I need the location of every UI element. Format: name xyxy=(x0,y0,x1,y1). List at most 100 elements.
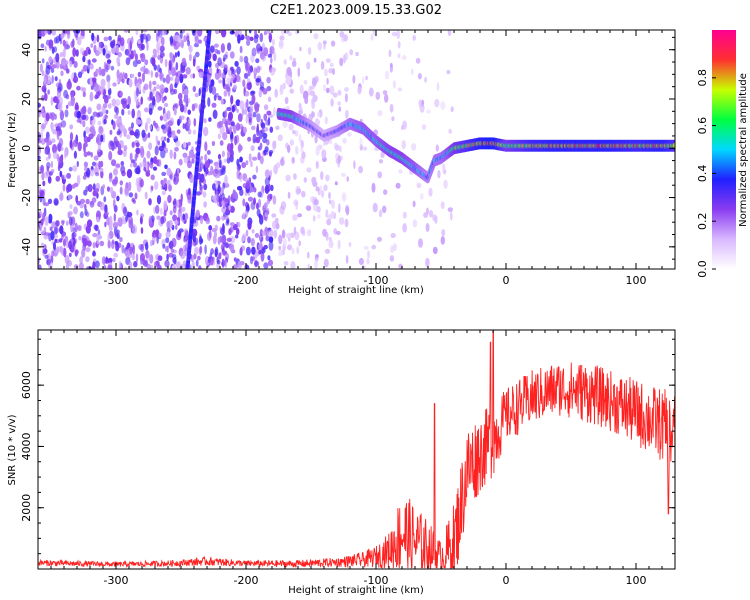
spectrogram-speckle xyxy=(169,35,174,45)
spectrogram-speckle xyxy=(76,118,82,123)
spectrogram-speckle xyxy=(384,93,389,103)
spectrogram-speckle xyxy=(99,201,105,211)
spectrogram-speckle xyxy=(440,201,445,209)
spectrogram-speckle xyxy=(126,104,130,110)
spectrogram-speckle xyxy=(85,256,90,263)
spectrogram-speckle xyxy=(38,131,41,142)
spectrogram-speckle xyxy=(211,228,217,233)
spectrogram-speckle xyxy=(230,142,234,151)
spectrogram-speckle xyxy=(212,53,217,62)
spectrogram-speckle xyxy=(292,130,296,135)
spectrogram-speckle xyxy=(148,142,153,151)
spectrogram-speckle xyxy=(144,191,148,200)
spectrogram-speckle xyxy=(40,164,44,174)
spectrogram-speckle xyxy=(141,129,146,138)
spectrogram-speckle xyxy=(315,145,320,156)
spectrogram-speckle xyxy=(262,88,268,95)
spectrogram-speckle xyxy=(129,130,135,136)
spectrogram-speckle xyxy=(208,256,211,264)
spectrogram-speckle xyxy=(156,33,159,43)
spectrogram-speckle xyxy=(417,73,422,80)
spectrogram-speckle xyxy=(266,30,271,34)
spectrogram-speckle xyxy=(389,62,393,68)
spectrogram-speckle xyxy=(145,122,148,132)
spectrogram-speckle xyxy=(274,88,278,98)
spectrogram-speckle xyxy=(64,109,69,118)
spectrogram-speckle xyxy=(268,241,274,251)
spectrogram-speckle xyxy=(307,229,312,237)
spectrogram-speckle xyxy=(267,53,273,58)
spectrogram-speckle xyxy=(50,112,56,117)
spectrogram-speckle xyxy=(96,112,101,118)
spectrogram-speckle xyxy=(87,106,92,114)
spectrogram-speckle xyxy=(88,133,94,140)
spectrogram-speckle xyxy=(337,155,341,164)
spectrogram-x-tick-label: -300 xyxy=(104,274,129,287)
spectrogram-speckle xyxy=(122,71,125,81)
spectrogram-speckle xyxy=(59,33,64,40)
spectrogram-speckle xyxy=(38,110,41,118)
spectrogram-speckle xyxy=(355,51,359,57)
spectrogram-speckle xyxy=(301,151,306,160)
spectrogram-speckle xyxy=(291,247,295,255)
spectrogram-speckle xyxy=(178,158,183,166)
spectrogram-speckle xyxy=(87,184,93,193)
spectrogram-speckle xyxy=(450,211,453,221)
spectrogram-speckle xyxy=(100,134,104,143)
spectrogram-speckle xyxy=(135,253,139,263)
spectrogram-speckle xyxy=(116,233,120,240)
spectrogram-speckle xyxy=(169,210,173,216)
spectrogram-speckle xyxy=(101,256,106,266)
spectrogram-speckle xyxy=(165,237,170,244)
spectrogram-speckle xyxy=(331,199,335,209)
spectrogram-speckle xyxy=(148,107,153,116)
spectrogram-speckle xyxy=(152,80,157,86)
spectrogram-speckle xyxy=(246,78,251,83)
spectrogram-speckle xyxy=(111,98,116,107)
spectrogram-speckle xyxy=(47,140,53,146)
spectrogram-speckle xyxy=(293,173,297,180)
spectrogram-speckle xyxy=(412,219,418,228)
spectrogram-speckle xyxy=(260,129,265,134)
spectrogram-speckle xyxy=(344,218,349,228)
spectrogram-speckle xyxy=(77,71,83,79)
spectrogram-speckle xyxy=(59,238,63,243)
spectrogram-speckle xyxy=(277,134,283,142)
spectrogram-speckle xyxy=(160,207,163,215)
spectrogram-speckle xyxy=(57,122,63,129)
spectrogram-speckle xyxy=(244,73,247,78)
spectrogram-speckle xyxy=(77,141,82,152)
spectrogram-speckle xyxy=(243,126,247,134)
spectrogram-speckle xyxy=(59,225,64,235)
spectrogram-speckle xyxy=(55,52,60,63)
spectrogram-speckle xyxy=(415,57,421,64)
spectrogram-speckle xyxy=(145,171,151,177)
spectrogram-speckle xyxy=(175,72,178,77)
spectrogram-speckle xyxy=(255,165,259,174)
spectrogram-speckle xyxy=(103,36,109,42)
spectrogram-speckle xyxy=(295,185,301,196)
spectrogram-speckle xyxy=(264,184,270,194)
spectrogram-speckle xyxy=(209,230,212,239)
spectrogram-speckle xyxy=(161,30,167,36)
spectrogram-speckle xyxy=(377,110,383,117)
spectrogram-speckle xyxy=(242,79,246,88)
spectrogram-speckle xyxy=(297,67,301,77)
spectrogram-speckle xyxy=(269,193,273,200)
spectrogram-speckle xyxy=(307,263,310,269)
spectrogram-speckle xyxy=(39,63,44,73)
spectrogram-speckle xyxy=(326,77,329,85)
spectrogram-speckle xyxy=(151,232,155,238)
spectrogram-speckle xyxy=(48,56,53,63)
spectrogram-speckle xyxy=(51,138,56,144)
spectrogram-speckle xyxy=(163,210,167,217)
spectrogram-speckle xyxy=(226,156,231,164)
spectrogram-speckle xyxy=(80,108,85,114)
spectrogram-speckle xyxy=(232,124,237,134)
spectrogram-speckle xyxy=(301,190,306,198)
spectrogram-speckle xyxy=(145,133,149,139)
spectrogram-speckle xyxy=(96,216,100,223)
spectrogram-speckle xyxy=(230,121,235,127)
spectrogram-speckle xyxy=(120,161,125,166)
spectrogram-speckle xyxy=(174,220,179,225)
